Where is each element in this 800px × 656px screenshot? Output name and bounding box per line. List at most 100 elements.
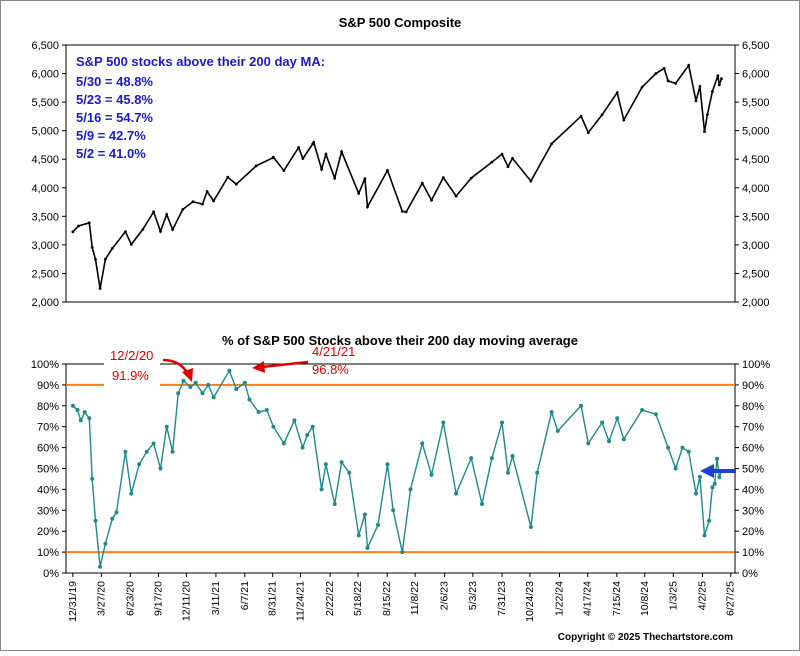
- x-tick-label: 6/27/25: [725, 581, 737, 616]
- breadth-point: [702, 533, 707, 538]
- breadth-point: [137, 462, 142, 467]
- breadth-series: [70, 368, 724, 569]
- breadth-point: [480, 502, 484, 506]
- bottom-y-left-tick-label: 50%: [37, 464, 59, 476]
- breadth-point: [93, 518, 98, 523]
- sp500-point: [366, 205, 369, 209]
- top-y-right-tick-label: 4,000: [742, 183, 770, 195]
- sp500-point: [600, 113, 604, 117]
- breadth-point: [586, 441, 591, 446]
- bottom-y-left-tick-label: 30%: [37, 505, 59, 517]
- bottom-y-left-tick-label: 90%: [37, 380, 59, 392]
- sp500-point: [165, 213, 169, 216]
- breadth-point: [489, 456, 494, 461]
- x-tick-label: 7/15/24: [611, 581, 623, 616]
- bottom-y-right-tick-label: 30%: [742, 505, 764, 517]
- breadth-point: [607, 439, 611, 444]
- sp500-point: [312, 140, 316, 144]
- breadth-point: [408, 487, 413, 492]
- breadth-point: [271, 424, 276, 429]
- info-line-1: 5/30 = 48.8%: [76, 74, 153, 89]
- breadth-point: [500, 420, 504, 425]
- annotation-1-value: 91.9%: [112, 368, 149, 383]
- sp500-point: [420, 181, 424, 185]
- annotation-1-arrowhead: [182, 368, 193, 382]
- breadth-point: [356, 533, 361, 538]
- sp500-point: [124, 230, 127, 234]
- x-tick-label: 4/2/25: [697, 581, 709, 610]
- top-y-right-tick-label: 4,500: [742, 154, 770, 166]
- x-tick-label: 5/18/22: [352, 581, 364, 616]
- sp500-point: [640, 85, 644, 89]
- breadth-point: [429, 472, 434, 477]
- bottom-y-left-tick-label: 20%: [37, 526, 59, 538]
- breadth-point: [98, 564, 103, 569]
- breadth-point: [319, 487, 324, 492]
- breadth-point: [87, 416, 92, 421]
- bottom-y-left-tick-label: 100%: [31, 359, 59, 371]
- info-line-4: 5/9 = 42.7%: [76, 128, 146, 143]
- sp500-point: [490, 160, 494, 164]
- breadth-point: [621, 437, 626, 442]
- breadth-point: [75, 408, 80, 412]
- info-line-2: 5/23 = 45.8%: [76, 92, 153, 107]
- sp500-point: [357, 192, 361, 195]
- breadth-point: [234, 387, 239, 392]
- sp500-point: [586, 131, 590, 135]
- bottom-y-left-tick-label: 10%: [37, 547, 59, 559]
- breadth-point: [323, 462, 328, 467]
- breadth-point: [673, 466, 678, 471]
- breadth-point: [715, 456, 719, 461]
- bottom-y-right-tick-label: 100%: [742, 359, 770, 371]
- x-tick-label: 6/23/20: [124, 581, 136, 616]
- bottom-y-left-tick-label: 0%: [43, 568, 59, 580]
- breadth-point: [712, 481, 717, 486]
- breadth-point: [300, 445, 305, 450]
- sp500-point: [615, 91, 619, 94]
- bottom-y-left-tick-label: 40%: [37, 484, 59, 496]
- sp500-point: [212, 199, 216, 203]
- sp500-point: [400, 210, 404, 213]
- x-tick-label: 1/3/25: [667, 581, 679, 610]
- x-tick-label: 1/22/24: [553, 581, 565, 616]
- breadth-point: [441, 420, 446, 425]
- bottom-y-right-tick-label: 90%: [742, 380, 764, 392]
- sp500-point: [90, 246, 94, 249]
- info-box-title: S&P 500 stocks above their 200 day MA:: [76, 54, 325, 69]
- sp500-point: [706, 113, 709, 116]
- breadth-point: [256, 410, 261, 415]
- breadth-point: [164, 424, 169, 429]
- annotation-2-arrowhead: [252, 361, 265, 373]
- breadth-point: [158, 466, 163, 471]
- breadth-point: [579, 403, 584, 408]
- sp500-point: [226, 175, 230, 179]
- x-tick-label: 12/31/19: [67, 581, 79, 622]
- info-box: S&P 500 stocks above their 200 day MA: 5…: [76, 54, 325, 161]
- x-tick-label: 12/11/20: [180, 581, 192, 621]
- breadth-point: [281, 441, 286, 446]
- breadth-point: [70, 403, 75, 408]
- sp500-point: [301, 157, 305, 160]
- top-y-right-tick-label: 5,000: [742, 126, 770, 138]
- sp500-point: [720, 77, 723, 80]
- sp500-point: [579, 114, 583, 118]
- top-y-left-tick-label: 2,500: [31, 268, 59, 280]
- sp500-point: [152, 210, 156, 214]
- annotation-apr-2021: 4/21/21 96.8%: [252, 344, 355, 377]
- current-value-arrow: [700, 464, 736, 479]
- top-y-left-tick-label: 3,500: [31, 211, 59, 223]
- x-tick-label: 9/17/20: [153, 581, 165, 616]
- sp500-point: [703, 130, 706, 134]
- annotation-2-date: 4/21/21: [312, 344, 355, 359]
- top-y-right-tick-label: 2,000: [742, 297, 770, 309]
- x-tick-label: 10/8/24: [639, 581, 651, 616]
- breadth-point: [640, 408, 645, 412]
- breadth-point: [600, 420, 605, 425]
- breadth-point: [193, 380, 198, 385]
- top-y-left-tick-label: 6,500: [31, 40, 59, 52]
- sp500-point: [550, 142, 553, 146]
- breadth-point: [211, 395, 216, 400]
- breadth-point: [680, 445, 685, 450]
- x-tick-label: 8/31/21: [267, 581, 279, 616]
